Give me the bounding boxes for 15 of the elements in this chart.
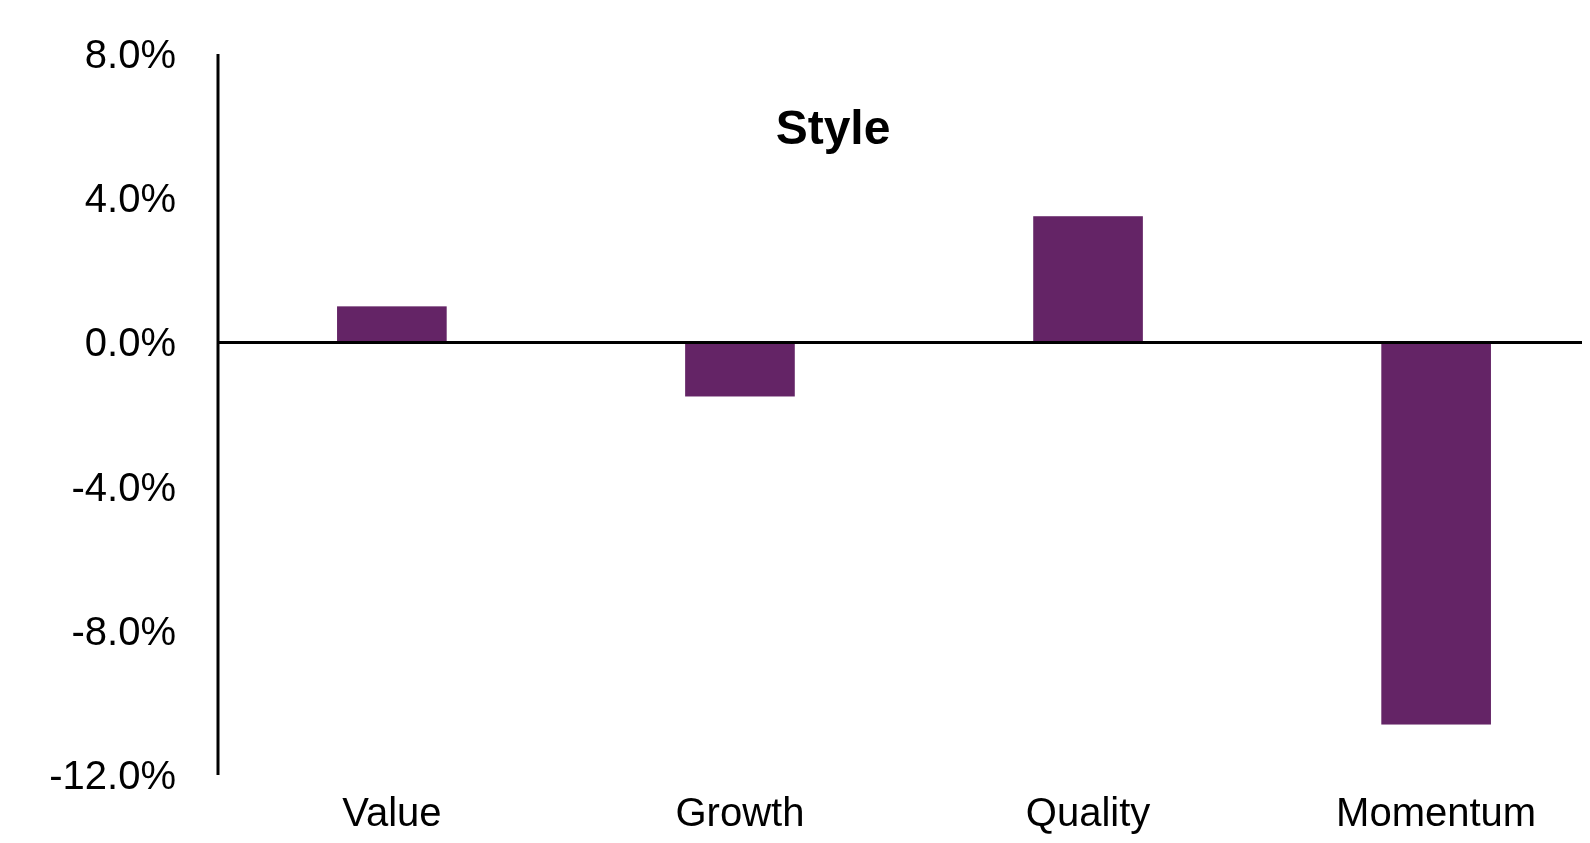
x-tick-label: Value: [342, 790, 442, 834]
y-tick-label: -12.0%: [49, 753, 176, 797]
y-tick-label: 0.0%: [84, 320, 176, 365]
bar: [685, 342, 795, 397]
x-tick-label: Quality: [1025, 790, 1151, 834]
y-tick-label: 4.0%: [84, 176, 176, 221]
bar: [337, 306, 447, 343]
y-tick-label: -8.0%: [71, 608, 176, 653]
y-tick-label: 8.0%: [84, 32, 176, 76]
text: Style: [775, 101, 891, 154]
x-tick-label: Growth: [675, 790, 805, 834]
y-tick-label: -4.0%: [71, 464, 176, 509]
bar: [1381, 342, 1491, 725]
x-tick-label: Momentum: [1336, 790, 1537, 834]
bar: [1033, 216, 1143, 343]
